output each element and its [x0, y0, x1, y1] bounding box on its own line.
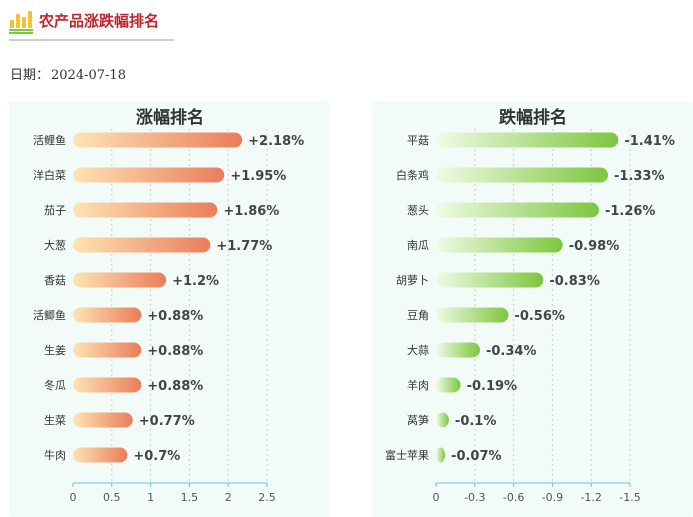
value-label: -1.41% — [624, 134, 675, 149]
x-tick-label: 0 — [70, 491, 77, 504]
x-tick-label: 0.5 — [103, 491, 121, 504]
value-label: +1.86% — [223, 204, 279, 219]
title-divider — [9, 39, 174, 41]
category-label: 牛肉 — [44, 448, 66, 462]
bar — [73, 132, 243, 148]
bar — [436, 412, 449, 428]
category-label: 生菜 — [44, 413, 66, 427]
bar — [73, 377, 142, 393]
rise-ranking-panel: 涨幅排名 0 0.5 1 1.5 2 2.5 活鲤鱼 +2.18% 洋白菜 +1.95% 茄子 +1.8… — [9, 101, 330, 517]
category-label: 活鲤鱼 — [33, 133, 66, 147]
category-label: 胡萝卜 — [396, 273, 429, 287]
bar — [73, 237, 211, 253]
date-label: 日期： — [10, 68, 50, 83]
bar — [436, 202, 599, 218]
category-label: 大葱 — [44, 238, 66, 252]
bar — [436, 377, 461, 393]
chart-title: 涨幅排名 — [136, 107, 204, 128]
x-tick-label: 2 — [225, 491, 232, 504]
page-title: 农产品涨跌幅排名 — [39, 12, 160, 30]
bar — [436, 167, 609, 183]
category-label: 豆角 — [407, 309, 429, 322]
x-tick-label: -1.5 — [619, 491, 640, 504]
bar — [436, 132, 619, 148]
x-tick-label: -0.9 — [542, 491, 563, 504]
bar — [73, 342, 142, 358]
x-tick-label: 2.5 — [258, 491, 276, 504]
fall-ranking-panel: 跌幅排名 0 -0.3 -0.6 -0.9 -1.2 -1.5 平菇 -1.41% 白条鸡 -1.3… — [372, 101, 693, 517]
category-label: 葱头 — [407, 204, 429, 217]
bar — [436, 342, 480, 358]
category-label: 平菇 — [407, 133, 429, 147]
value-label: -0.83% — [549, 274, 600, 289]
bar — [436, 272, 544, 288]
value-label: -1.26% — [605, 204, 656, 219]
x-tick-label: -1.2 — [580, 491, 601, 504]
value-label: +0.88% — [147, 344, 203, 359]
x-tick-label: 1 — [147, 491, 154, 504]
value-label: -0.34% — [486, 344, 537, 359]
category-label: 冬瓜 — [44, 378, 66, 392]
bar — [73, 412, 133, 428]
bar — [73, 447, 128, 463]
value-label: -0.07% — [451, 449, 502, 464]
category-label: 茄子 — [44, 203, 66, 217]
value-label: +0.7% — [133, 449, 180, 464]
rise-ranking-chart: 涨幅排名 0 0.5 1 1.5 2 2.5 活鲤鱼 +2.18% 洋白菜 +1.95% 茄子 +1.8… — [33, 107, 304, 504]
bar — [436, 307, 509, 323]
date-row: 日期： 2024-07-18 — [10, 64, 126, 83]
value-label: +1.77% — [216, 239, 272, 254]
value-label: +0.88% — [147, 379, 203, 394]
bar — [436, 237, 563, 253]
category-label: 白条鸡 — [396, 168, 429, 182]
fall-ranking-chart: 跌幅排名 0 -0.3 -0.6 -0.9 -1.2 -1.5 平菇 -1.41% 白条鸡 -1.3… — [385, 107, 675, 504]
x-tick-label: -0.6 — [503, 491, 524, 504]
x-tick-label: 1.5 — [181, 491, 199, 504]
date-value: 2024-07-18 — [51, 68, 126, 83]
bar — [73, 307, 142, 323]
value-label: +0.88% — [147, 309, 203, 324]
bar — [73, 167, 225, 183]
chart-title: 跌幅排名 — [499, 107, 567, 128]
category-label: 大蒜 — [407, 343, 429, 357]
value-label: +0.77% — [139, 414, 195, 429]
category-label: 南瓜 — [407, 239, 429, 252]
page-header: 农产品涨跌幅排名 — [9, 8, 174, 42]
bar — [73, 272, 167, 288]
value-label: +1.95% — [230, 169, 286, 184]
x-tick-label: -0.3 — [464, 491, 485, 504]
category-label: 生姜 — [44, 343, 66, 357]
x-tick-label: 0 — [433, 491, 440, 504]
value-label: -0.1% — [455, 414, 496, 429]
value-label: +1.2% — [172, 274, 219, 289]
category-label: 活鲫鱼 — [33, 308, 66, 322]
category-label: 香菇 — [44, 273, 66, 287]
value-label: -0.98% — [569, 239, 620, 254]
category-label: 羊肉 — [407, 378, 429, 392]
bar-chart-icon — [9, 11, 33, 34]
value-label: -0.19% — [467, 379, 518, 394]
bar — [436, 447, 446, 463]
category-label: 洋白菜 — [33, 168, 66, 182]
value-label: -1.33% — [614, 169, 665, 184]
bar — [73, 202, 218, 218]
value-label: -0.56% — [514, 309, 565, 324]
value-label: +2.18% — [248, 134, 304, 149]
category-label: 富士苹果 — [385, 448, 429, 462]
category-label: 莴笋 — [407, 413, 429, 427]
